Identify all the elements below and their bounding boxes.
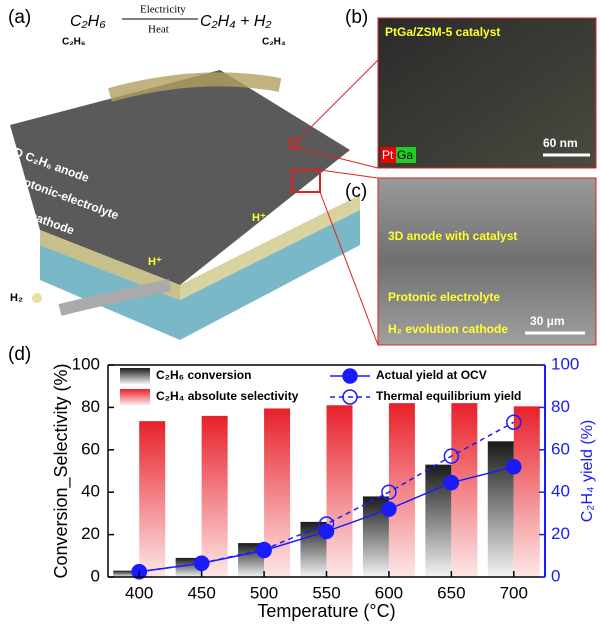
marker — [256, 541, 272, 558]
marker — [381, 484, 397, 500]
legend-swatch — [381, 147, 396, 163]
y-tick-label: 80 — [81, 397, 100, 416]
marker — [318, 516, 335, 532]
y-tick-label: 40 — [81, 482, 100, 501]
legend-marker — [342, 389, 358, 405]
marker — [131, 563, 147, 580]
panel-label: (d) — [8, 344, 31, 365]
y-tick-label: 100 — [72, 354, 100, 373]
legend-swatch — [120, 368, 150, 384]
legend-label: Actual yield at OCV — [376, 368, 487, 382]
proton-label: H⁺ — [148, 256, 162, 268]
device-illustration — [10, 70, 360, 340]
bar — [113, 570, 140, 577]
legend-label: C₂H₄ absolute selectivity — [156, 389, 299, 403]
y2-tick-label: 60 — [551, 439, 570, 458]
connector — [297, 147, 379, 169]
layer-label: H₂ evolution cathode — [388, 322, 508, 336]
molecule-label: C₂H₄ — [262, 37, 286, 48]
bar — [326, 405, 353, 577]
legend-marker — [342, 368, 358, 384]
marker — [193, 555, 210, 571]
x-tick-label: 400 — [125, 583, 153, 602]
y-axis-label: Conversion_Selectivity (%) — [51, 363, 72, 578]
connector — [319, 169, 379, 179]
connector — [297, 59, 379, 141]
legend-label: Pt — [382, 148, 394, 162]
tem-image — [377, 17, 597, 169]
y2-tick-label: 0 — [551, 566, 560, 585]
scale-bar-label: 60 nm — [543, 136, 578, 150]
x-tick-label: 700 — [500, 583, 528, 602]
bar — [513, 406, 540, 577]
legend-label: Ga — [397, 148, 413, 162]
x-tick-label: 550 — [312, 583, 340, 602]
panel-label: (c) — [345, 181, 367, 202]
panel-label: (a) — [8, 7, 31, 28]
y2-tick-label: 100 — [551, 354, 579, 373]
marker — [506, 459, 522, 475]
marker — [506, 414, 522, 430]
equation-condition: Heat — [148, 24, 169, 36]
molecule-label: C₂H₆ — [62, 37, 85, 48]
legend-label: C₂H₆ conversion — [156, 368, 251, 382]
marker — [443, 474, 460, 491]
line — [139, 421, 515, 573]
layer-label: 3D anode with catalyst — [388, 229, 517, 243]
x-axis-label: Temperature (°C) — [257, 601, 395, 621]
x-tick-label: 650 — [437, 583, 465, 602]
equation-condition: Electricity — [140, 4, 186, 16]
equation-reactant: C₂H₆ — [70, 13, 106, 30]
marker — [381, 501, 397, 517]
x-tick-label: 600 — [375, 583, 403, 602]
y-tick-label: 60 — [81, 439, 100, 458]
legend-label: Thermal equilibrium yield — [376, 389, 521, 403]
y2-tick-label: 80 — [551, 397, 570, 416]
x-tick-label: 450 — [187, 583, 215, 602]
y2-tick-label: 40 — [551, 482, 570, 501]
y-tick-label: 0 — [91, 566, 100, 585]
bar — [388, 403, 415, 577]
scale-bar-label: 30 μm — [530, 314, 565, 328]
x-tick-label: 500 — [250, 583, 278, 602]
sem-image — [377, 177, 597, 346]
bar — [451, 403, 478, 577]
y2-axis-label: C₂H₄ yield (%) — [579, 420, 596, 523]
y2-tick-label: 20 — [551, 524, 570, 543]
legend-swatch — [120, 389, 150, 405]
connector — [319, 191, 379, 346]
bar — [139, 421, 166, 577]
proton-label: H⁺ — [252, 212, 266, 224]
panel-label: (b) — [345, 7, 368, 28]
y-tick-label: 20 — [81, 524, 100, 543]
equation-products: C₂H₄ + H₂ — [200, 13, 272, 30]
marker — [443, 448, 460, 464]
image-title: PtGa/ZSM-5 catalyst — [385, 25, 500, 39]
legend-swatch — [396, 147, 416, 163]
layer-label: Protonic electrolyte — [388, 290, 500, 304]
bar — [201, 415, 228, 577]
gas-label: H₂ — [10, 292, 23, 304]
chart: 0 20 40 60 80 100 0 20 40 60 80 100 400 450 500 550 600 6… — [51, 354, 596, 620]
